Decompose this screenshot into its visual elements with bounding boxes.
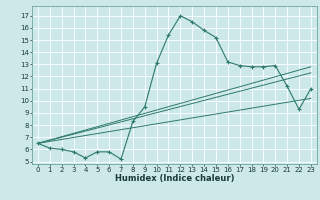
X-axis label: Humidex (Indice chaleur): Humidex (Indice chaleur) <box>115 174 234 183</box>
